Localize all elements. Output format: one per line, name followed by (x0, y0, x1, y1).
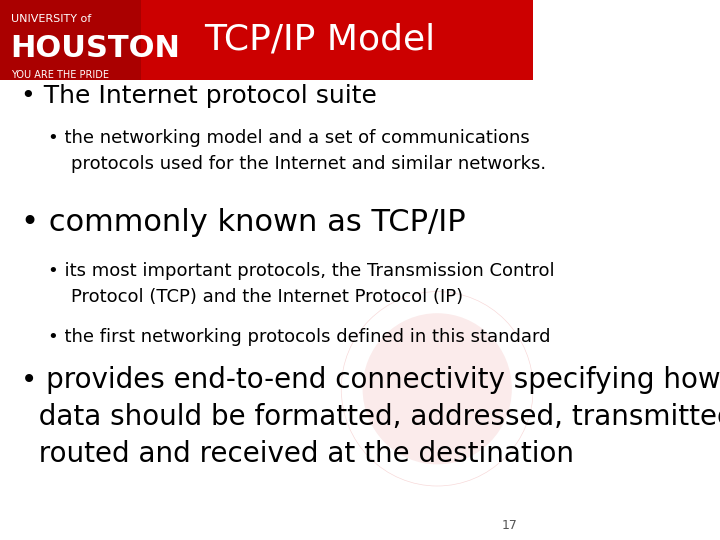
Circle shape (363, 313, 512, 464)
FancyBboxPatch shape (0, 0, 534, 80)
Text: • commonly known as TCP/IP: • commonly known as TCP/IP (22, 208, 466, 237)
Text: • the networking model and a set of communications
    protocols used for the In: • the networking model and a set of comm… (48, 129, 546, 173)
Text: HOUSTON: HOUSTON (11, 33, 181, 63)
Text: • The Internet protocol suite: • The Internet protocol suite (22, 84, 377, 107)
Text: 17: 17 (501, 519, 517, 532)
Text: • its most important protocols, the Transmission Control
    Protocol (TCP) and : • its most important protocols, the Tran… (48, 262, 554, 306)
Text: UNIVERSITY of: UNIVERSITY of (11, 15, 91, 24)
Text: • provides end-to-end connectivity specifying how
  data should be formatted, ad: • provides end-to-end connectivity speci… (22, 366, 720, 468)
FancyBboxPatch shape (0, 0, 141, 80)
Text: • the first networking protocols defined in this standard: • the first networking protocols defined… (48, 328, 551, 346)
Text: TCP/IP Model: TCP/IP Model (204, 23, 436, 57)
Text: YOU ARE THE PRIDE: YOU ARE THE PRIDE (11, 70, 109, 80)
